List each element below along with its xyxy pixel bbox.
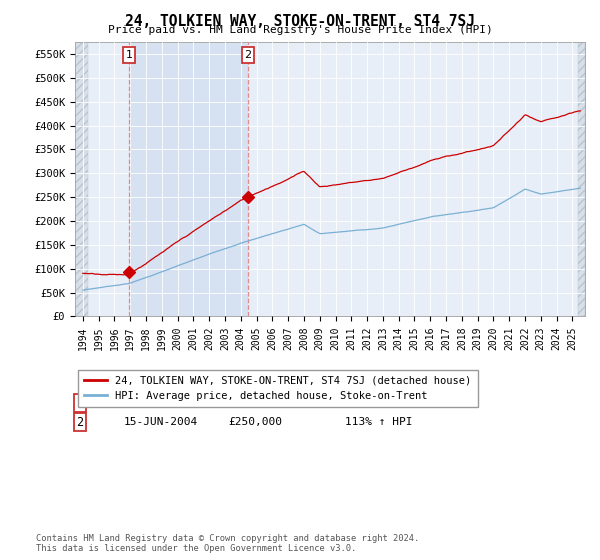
Text: 24, TOLKIEN WAY, STOKE-ON-TRENT, ST4 7SJ: 24, TOLKIEN WAY, STOKE-ON-TRENT, ST4 7SJ bbox=[125, 14, 475, 29]
Legend: 24, TOLKIEN WAY, STOKE-ON-TRENT, ST4 7SJ (detached house), HPI: Average price, d: 24, TOLKIEN WAY, STOKE-ON-TRENT, ST4 7SJ… bbox=[77, 370, 478, 407]
Text: Price paid vs. HM Land Registry's House Price Index (HPI): Price paid vs. HM Land Registry's House … bbox=[107, 25, 493, 35]
Text: 67% ↑ HPI: 67% ↑ HPI bbox=[346, 398, 406, 408]
Bar bbox=[129, 42, 248, 316]
Text: 1: 1 bbox=[77, 396, 83, 409]
Text: Contains HM Land Registry data © Crown copyright and database right 2024.
This d: Contains HM Land Registry data © Crown c… bbox=[36, 534, 419, 553]
Text: 2: 2 bbox=[244, 50, 251, 60]
Text: 04-DEC-1996: 04-DEC-1996 bbox=[124, 398, 198, 408]
Text: £250,000: £250,000 bbox=[228, 417, 282, 427]
Text: 15-JUN-2004: 15-JUN-2004 bbox=[124, 417, 198, 427]
Text: 2: 2 bbox=[77, 416, 83, 428]
Text: 113% ↑ HPI: 113% ↑ HPI bbox=[346, 417, 413, 427]
Text: £93,000: £93,000 bbox=[228, 398, 275, 408]
Text: 1: 1 bbox=[125, 50, 133, 60]
